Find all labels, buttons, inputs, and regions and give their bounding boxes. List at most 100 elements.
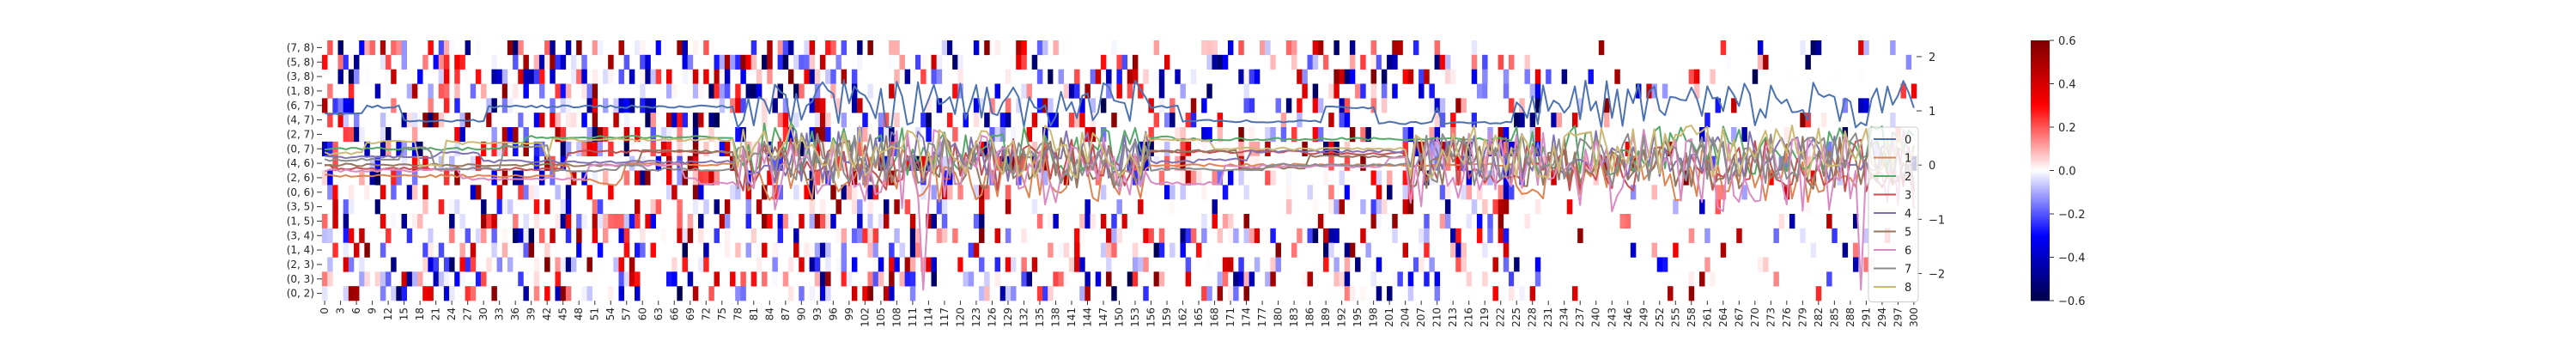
heatmap-cell <box>1238 69 1244 84</box>
heatmap-cell <box>1476 228 1483 243</box>
heatmap-cell <box>576 40 582 56</box>
x-tick-label: 225 <box>1510 307 1522 327</box>
heatmap-cell <box>1180 127 1186 143</box>
heatmap-cell <box>1048 286 1054 301</box>
heatmap-cell <box>825 113 831 128</box>
heatmap-cell <box>1392 83 1398 99</box>
heatmap-cell <box>677 228 683 243</box>
heatmap-cell <box>963 257 969 272</box>
heatmap-cell <box>889 271 895 287</box>
heatmap-cell <box>1339 113 1345 128</box>
colorbar-segment <box>2031 198 2050 202</box>
heatmap-cell <box>1227 257 1234 272</box>
heatmap-cell <box>428 40 434 56</box>
heatmap-cell <box>422 54 428 70</box>
heatmap-cell <box>830 98 836 113</box>
heatmap-cell <box>1832 228 1838 243</box>
heatmap-cell <box>867 286 873 301</box>
colorbar-segment <box>2031 68 2050 71</box>
heatmap-cell <box>825 257 831 272</box>
heatmap-cell <box>454 141 460 156</box>
heatmap-cell <box>1360 228 1366 243</box>
heatmap-cell <box>819 286 826 301</box>
heatmap-cell <box>1138 199 1144 215</box>
heatmap-cell <box>386 228 392 243</box>
heatmap-cell <box>963 271 969 287</box>
heatmap-cell <box>1339 98 1345 113</box>
heatmap-cell <box>501 199 508 215</box>
heatmap-cell <box>449 40 455 56</box>
heatmap-cell <box>835 257 841 272</box>
heatmap-cell <box>1206 127 1212 143</box>
heatmap-cell <box>963 113 969 128</box>
colorbar-segment <box>2031 209 2050 212</box>
heatmap-cell <box>804 40 810 56</box>
heatmap-cell <box>1312 40 1319 56</box>
heatmap-cell <box>1021 155 1027 171</box>
heatmap-cell <box>565 199 572 215</box>
heatmap-cell <box>538 54 545 70</box>
heatmap-cell <box>523 127 529 143</box>
heatmap-cell <box>909 257 916 272</box>
heatmap-cell <box>475 155 482 171</box>
heatmap-cell <box>475 185 482 200</box>
heatmap-cell <box>1482 54 1488 70</box>
heatmap-cell <box>1699 199 1705 215</box>
heatmap-cell <box>322 271 328 287</box>
colorbar-segment <box>2031 218 2050 221</box>
heatmap-cell <box>1048 98 1054 113</box>
heatmap-cell <box>640 228 646 243</box>
heatmap-cell <box>337 185 343 200</box>
heatmap-cell <box>650 214 656 229</box>
heatmap-cell <box>1312 54 1319 70</box>
heatmap-cell <box>618 98 624 113</box>
heatmap-cell <box>555 127 561 143</box>
heatmap-cell <box>1259 40 1266 56</box>
x-tick-label: 45 <box>557 307 569 320</box>
heatmap-cell <box>645 113 651 128</box>
heatmap-cell <box>1529 113 1536 128</box>
heatmap-cell <box>1291 127 1297 143</box>
heatmap-cell <box>1026 271 1032 287</box>
heatmap-cell <box>857 228 863 243</box>
heatmap-cell <box>1534 98 1541 113</box>
heatmap-cell <box>1217 271 1224 287</box>
heatmap-cell <box>1270 113 1276 128</box>
heatmap-cell <box>623 141 630 156</box>
heatmap-cell <box>1254 257 1261 272</box>
heatmap-cell <box>782 40 789 56</box>
heatmap-cell <box>1778 214 1785 229</box>
heatmap-cell <box>354 54 360 70</box>
heatmap-cell <box>1710 271 1716 287</box>
heatmap-cell <box>1328 113 1334 128</box>
heatmap-cell <box>1407 199 1414 215</box>
heatmap-cell <box>1503 83 1510 99</box>
heatmap-cell <box>438 54 445 70</box>
colorbar-segment <box>2031 216 2050 219</box>
heatmap-cell <box>1005 69 1012 84</box>
heatmap-cell <box>777 113 784 128</box>
heatmap-cell <box>1773 228 1779 243</box>
heatmap-cell <box>1402 141 1409 156</box>
heatmap-cell <box>1280 127 1287 143</box>
heatmap-cell <box>1016 170 1022 186</box>
heatmap-cell <box>735 54 741 70</box>
heatmap-cell <box>433 113 440 128</box>
heatmap-cell <box>1079 257 1085 272</box>
heatmap-cell <box>1180 242 1186 258</box>
heatmap-cell <box>708 286 714 301</box>
colorbar-segment <box>2031 214 2050 216</box>
heatmap-cell <box>735 127 741 143</box>
heatmap-cell <box>851 69 858 84</box>
heatmap-cell <box>946 113 953 128</box>
heatmap-cell <box>1630 242 1637 258</box>
heatmap-cell <box>787 69 794 84</box>
heatmap-cell <box>1725 54 1732 70</box>
colorbar-segment <box>2031 270 2050 273</box>
heatmap-cell <box>337 54 343 70</box>
heatmap-cell <box>655 40 662 56</box>
heatmap-cell <box>475 69 482 84</box>
heatmap-cell <box>1439 54 1446 70</box>
heatmap-cell <box>1127 155 1133 171</box>
row-label: (4, 7) <box>287 114 314 126</box>
